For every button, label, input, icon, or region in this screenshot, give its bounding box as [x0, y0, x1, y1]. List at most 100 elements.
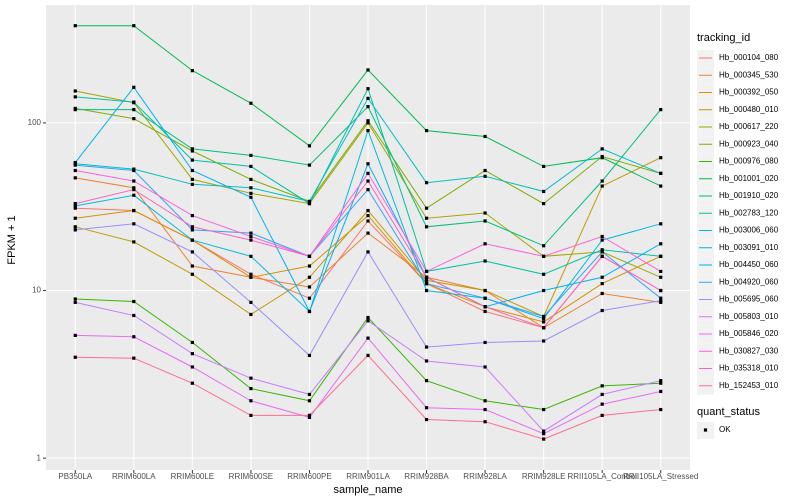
- data-point: [600, 281, 604, 286]
- data-point: [483, 309, 487, 314]
- data-point: [366, 213, 370, 218]
- data-point: [600, 392, 604, 397]
- x-tick-label: RRIM901LA: [346, 472, 390, 481]
- data-point: [366, 162, 370, 166]
- data-point: [73, 24, 77, 28]
- data-point: [132, 168, 136, 173]
- legend-label: Hb_001001_020: [719, 174, 779, 183]
- data-point: [190, 264, 194, 268]
- data-point: [249, 191, 253, 195]
- data-point: [424, 216, 429, 220]
- data-point: [307, 202, 312, 206]
- data-point: [483, 219, 487, 223]
- data-point: [190, 250, 194, 254]
- data-point: [483, 259, 487, 263]
- data-point: [190, 182, 194, 186]
- data-point: [190, 158, 194, 162]
- legend-label: Hb_000976_080: [719, 157, 779, 166]
- data-point: [366, 231, 370, 235]
- data-point: [483, 174, 487, 178]
- data-point: [73, 206, 77, 210]
- data-point: [366, 319, 370, 323]
- data-point: [132, 117, 136, 121]
- data-point: [132, 299, 136, 304]
- data-point: [132, 240, 136, 244]
- data-point: [132, 222, 136, 226]
- data-point: [73, 202, 77, 206]
- legend-label: Hb_000104_080: [719, 53, 779, 62]
- data-point: [366, 105, 370, 109]
- data-point: [190, 340, 194, 345]
- data-point: [600, 308, 604, 313]
- data-point: [249, 234, 253, 239]
- data-point: [483, 242, 487, 246]
- x-tick-label: RRII105LA_Stressed: [623, 472, 698, 481]
- y-tick-label: 10: [32, 286, 41, 295]
- data-point: [483, 407, 487, 412]
- data-point: [659, 299, 663, 303]
- data-point: [307, 392, 312, 397]
- data-point: [600, 275, 604, 279]
- data-point: [249, 164, 253, 169]
- data-point: [424, 269, 429, 274]
- legend-label: Hb_000923_040: [719, 139, 779, 148]
- y-axis-title: FPKM + 1: [6, 215, 18, 264]
- data-point: [249, 387, 253, 391]
- data-point: [249, 101, 253, 105]
- data-point: [424, 288, 429, 293]
- data-point: [600, 402, 604, 406]
- x-tick-label: RRIM600PE: [287, 472, 331, 481]
- data-point: [600, 291, 604, 296]
- data-point: [249, 195, 253, 199]
- data-point: [73, 355, 77, 359]
- legend-label: Hb_001910_020: [719, 191, 779, 200]
- data-point: [659, 108, 663, 112]
- data-point: [483, 134, 487, 139]
- data-point: [659, 222, 663, 226]
- data-point: [73, 228, 77, 232]
- data-point: [659, 156, 663, 160]
- data-point: [249, 413, 253, 417]
- legend-label: Hb_003006_060: [719, 226, 779, 235]
- data-point: [307, 199, 312, 204]
- data-point: [483, 399, 487, 403]
- data-point: [307, 144, 312, 148]
- data-point: [483, 211, 487, 215]
- data-point: [366, 250, 370, 254]
- y-tick-label: 1: [37, 453, 42, 462]
- data-point: [307, 254, 312, 258]
- data-point: [132, 356, 136, 360]
- data-point: [600, 384, 604, 388]
- data-point: [600, 238, 604, 242]
- data-point: [132, 193, 136, 197]
- x-tick-label: RRIM600LA: [112, 472, 156, 481]
- x-tick-label: RRIM928LA: [463, 472, 507, 481]
- legend-label: Hb_004450_060: [719, 260, 779, 269]
- data-point: [73, 333, 77, 337]
- data-point: [73, 89, 77, 93]
- data-point: [73, 163, 77, 167]
- data-point: [366, 87, 370, 91]
- x-tick-label: RRIM600LE: [171, 472, 215, 481]
- data-point: [190, 147, 194, 151]
- legend-title: tracking_id: [697, 32, 750, 44]
- data-point: [249, 177, 253, 182]
- data-point: [542, 317, 546, 321]
- data-point: [132, 179, 136, 183]
- data-point: [249, 275, 253, 279]
- data-point: [659, 242, 663, 246]
- legend-label: Hb_002783_120: [719, 208, 779, 217]
- data-point: [659, 381, 663, 385]
- data-point: [73, 216, 77, 220]
- data-point: [366, 336, 370, 340]
- data-point: [249, 272, 253, 276]
- data-point: [132, 186, 136, 190]
- data-point: [73, 160, 77, 165]
- data-point: [190, 69, 194, 73]
- x-tick-label: PB350LA: [58, 472, 92, 481]
- data-point: [249, 376, 253, 380]
- data-point: [600, 254, 604, 258]
- data-point: [424, 359, 429, 363]
- data-point: [307, 353, 312, 358]
